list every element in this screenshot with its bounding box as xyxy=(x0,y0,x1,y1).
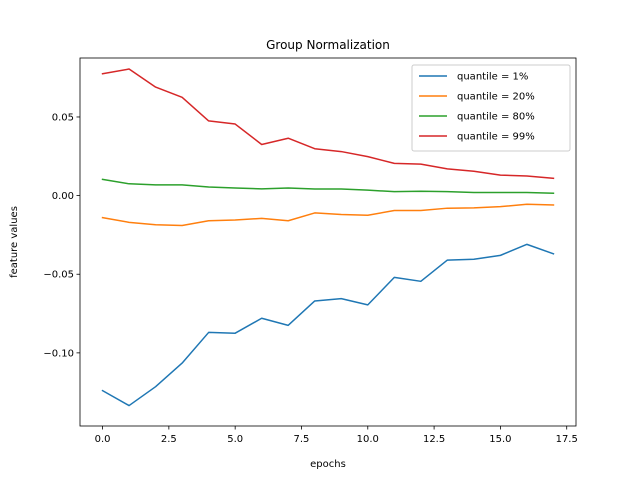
x-tick-label: 7.5 xyxy=(294,434,310,445)
series-line-4 xyxy=(101,68,555,180)
x-tick-label: 12.5 xyxy=(423,434,445,445)
axes-frame xyxy=(79,57,577,427)
series-line-3 xyxy=(101,178,555,195)
x-tick-label: 0.0 xyxy=(95,434,111,445)
x-tick-label: 10.0 xyxy=(357,434,379,445)
legend: quantile = 1% quantile = 20% quantile = 80… xyxy=(411,64,571,152)
legend-label-3: quantile = 80% xyxy=(457,112,535,123)
chart-title: Group Normalization xyxy=(266,38,390,52)
series-line-2 xyxy=(101,203,555,227)
y-axis-label: feature values xyxy=(9,206,20,278)
plot-area: 0.0 2.5 5.0 7.5 10.0 12.5 15.0 17.5 −0.10 −0.05 0.… xyxy=(43,57,578,445)
legend-label-1: quantile = 1% xyxy=(457,72,528,83)
legend-box xyxy=(411,64,571,152)
legend-label-4: quantile = 99% xyxy=(457,132,535,143)
y-tick-label: 0.00 xyxy=(52,191,74,202)
y-tick-label: 0.05 xyxy=(52,112,74,123)
y-tick-label: −0.10 xyxy=(43,348,74,359)
x-tick-label: 15.0 xyxy=(489,434,511,445)
x-tick-label: 5.0 xyxy=(227,434,243,445)
legend-label-2: quantile = 20% xyxy=(457,92,535,103)
y-tick-label: −0.05 xyxy=(43,270,74,281)
x-axis-label: epochs xyxy=(310,459,346,470)
series-line-1 xyxy=(101,243,555,407)
x-tick-label: 2.5 xyxy=(161,434,177,445)
x-tick-label: 17.5 xyxy=(556,434,578,445)
